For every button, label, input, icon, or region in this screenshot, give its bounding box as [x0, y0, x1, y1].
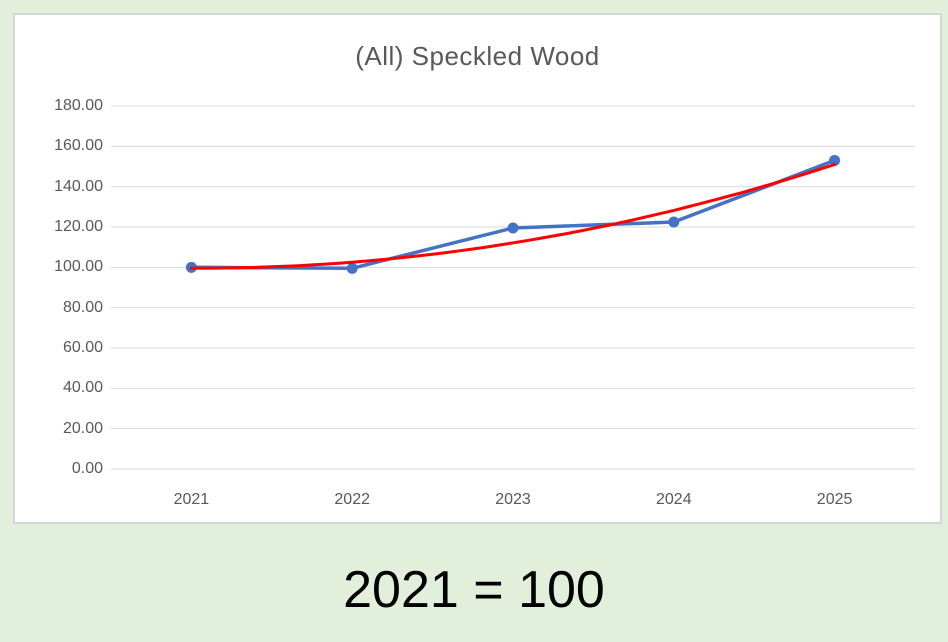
plot-area [111, 105, 915, 470]
x-tick-label: 2024 [656, 491, 692, 508]
data-point-marker [346, 262, 358, 274]
data-point-marker [668, 216, 680, 228]
y-tick-label: 40.00 [62, 379, 103, 397]
index-base-caption: 2021 = 100 [343, 561, 605, 619]
chart-title: (All) Speckled Wood [355, 41, 600, 71]
x-tick-label: 2022 [334, 491, 370, 508]
x-tick-label: 2025 [816, 491, 853, 508]
data-point-marker [829, 154, 841, 166]
y-tick-label: 100.00 [54, 258, 103, 276]
series-line-polynomial-trendline [189, 163, 837, 270]
y-tick-label: 140.00 [54, 177, 103, 195]
y-tick-label: 120.00 [54, 218, 103, 235]
y-tick-label: 0.00 [71, 460, 103, 477]
y-tick-label: 60.00 [62, 339, 103, 356]
y-tick-label: 80.00 [62, 298, 103, 316]
data-point-marker [507, 222, 519, 234]
chart-card: (All) Speckled Wood 0.00 20.00 40.00 60.00 8… [13, 13, 942, 524]
y-tick-label: 20.00 [62, 419, 103, 437]
y-tick-label: 180.00 [54, 97, 103, 114]
x-tick-label: 2023 [495, 491, 531, 508]
series-line-speckled-wood-index [189, 158, 837, 271]
x-tick-label: 2021 [173, 491, 210, 508]
y-tick-label: 160.00 [54, 137, 103, 155]
